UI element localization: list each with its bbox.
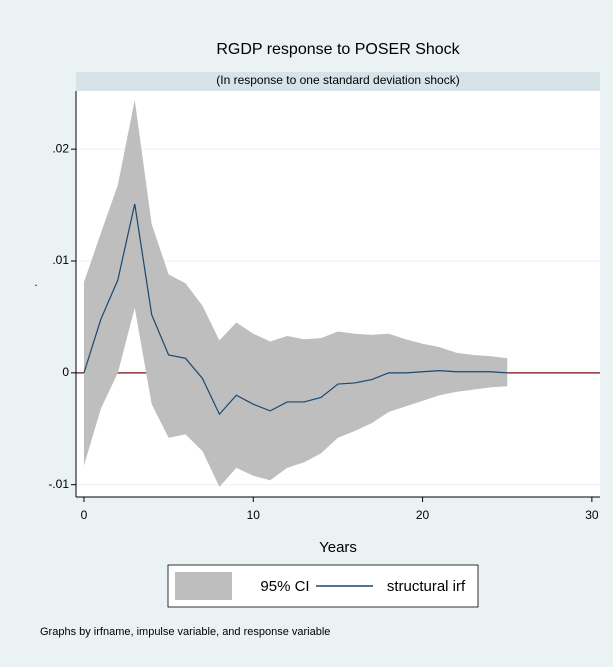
irf-line	[83, 203, 508, 416]
y-tick-label: -.01	[48, 477, 69, 491]
ci-band	[83, 99, 508, 487]
chart-subtitle: (In response to one standard deviation s…	[216, 73, 459, 87]
subtitle-strip	[76, 72, 600, 91]
legend-label: 95% CI	[260, 578, 309, 595]
x-axis-title: Years	[319, 539, 357, 556]
chart-title: RGDP response to POSER Shock	[216, 41, 460, 58]
x-tick-label: 10	[247, 508, 261, 522]
y-tick-label: .01	[52, 253, 69, 267]
y-tick-label: 0	[62, 365, 69, 379]
legend-label: structural irf	[387, 578, 466, 595]
y-tick-label: .02	[52, 141, 69, 155]
x-tick-label: 0	[81, 508, 88, 522]
y-axis-title: .	[34, 275, 37, 289]
legend-swatch	[175, 572, 232, 600]
x-tick-label: 20	[416, 508, 430, 522]
note: Graphs by irfname, impulse variable, and…	[40, 626, 330, 638]
x-tick-label: 30	[585, 508, 599, 522]
